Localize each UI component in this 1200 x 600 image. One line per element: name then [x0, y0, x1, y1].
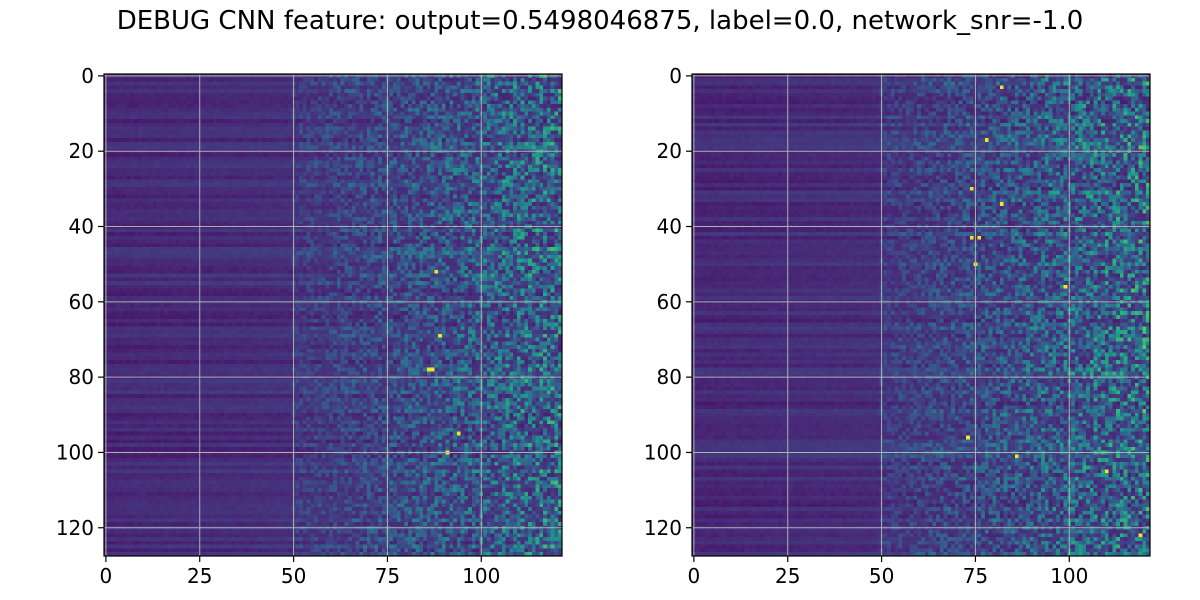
y-tick-label: 0: [669, 64, 682, 88]
heatmap-image: [104, 74, 562, 556]
x-tick-label: 25: [187, 564, 212, 588]
y-tick-label: 40: [657, 215, 682, 239]
figure-title: DEBUG CNN feature: output=0.5498046875, …: [116, 6, 1084, 36]
x-tick-label: 50: [281, 564, 306, 588]
y-tick-label: 40: [69, 215, 94, 239]
x-tick-label: 25: [775, 564, 800, 588]
x-tick-label: 0: [688, 564, 701, 588]
heatmap-panel-left: 0 25 50 75 100 0 20 40 60 80 100 120: [56, 64, 563, 588]
y-tick-label: 80: [657, 365, 682, 389]
x-tick-label: 75: [375, 564, 400, 588]
y-tick-label: 20: [657, 139, 682, 163]
axes-frame: [103, 73, 563, 557]
x-tick-label: 50: [869, 564, 894, 588]
y-tick-label: 20: [69, 139, 94, 163]
axes-frame: [691, 73, 1151, 557]
y-tick-label: 120: [644, 516, 682, 540]
heatmap-panel-right: 0 25 50 75 100 0 20 40 60 80 100 120: [644, 64, 1151, 588]
y-tick-label: 0: [81, 64, 94, 88]
x-tick-label: 0: [100, 564, 113, 588]
heatmap-image: [692, 74, 1150, 556]
y-tick-label: 100: [56, 440, 94, 464]
x-tick-label: 100: [1050, 564, 1088, 588]
y-tick-label: 120: [56, 516, 94, 540]
y-tick-label: 60: [657, 290, 682, 314]
y-tick-label: 80: [69, 365, 94, 389]
y-tick-label: 60: [69, 290, 94, 314]
y-tick-label: 100: [644, 440, 682, 464]
x-tick-label: 75: [963, 564, 988, 588]
x-tick-label: 100: [462, 564, 500, 588]
